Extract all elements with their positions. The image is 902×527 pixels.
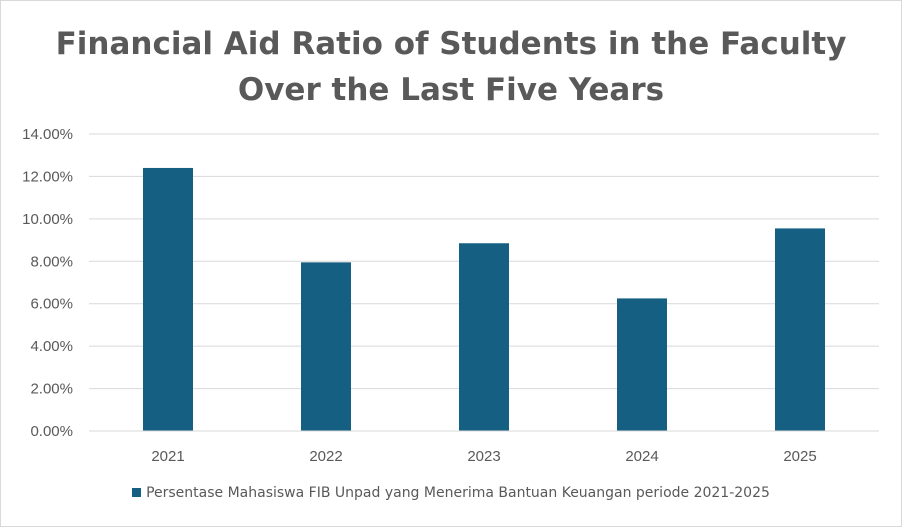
bar-2021: [143, 167, 193, 431]
legend-label: Persentase Mahasiswa FIB Unpad yang Mene…: [146, 485, 770, 501]
chart-title-line-2: Over the Last Five Years: [237, 72, 665, 108]
chart-title-line-1: Financial Aid Ratio of Students in the F…: [55, 26, 847, 62]
bar-2022: [301, 262, 351, 431]
y-tick-label: 2.00%: [30, 381, 73, 398]
y-tick-label: 0.00%: [30, 423, 73, 440]
x-tick-label: 2025: [783, 448, 816, 465]
y-tick-label: 14.00%: [22, 126, 73, 143]
x-tick-label: 2022: [309, 448, 342, 465]
x-tick-label: 2021: [151, 448, 184, 465]
y-tick-label: 6.00%: [30, 296, 73, 313]
legend-swatch: [132, 488, 142, 497]
y-tick-label: 8.00%: [30, 253, 73, 270]
y-tick-label: 4.00%: [30, 338, 73, 355]
bar-2023: [459, 243, 509, 431]
x-tick-label: 2024: [625, 448, 658, 465]
bar-2025: [775, 228, 825, 431]
legend: Persentase Mahasiswa FIB Unpad yang Mene…: [1, 485, 901, 501]
bar-2024: [617, 298, 667, 431]
y-tick-label: 10.00%: [22, 211, 73, 228]
x-tick-label: 2023: [467, 448, 500, 465]
y-tick-label: 12.00%: [22, 168, 73, 185]
chart-title: Financial Aid Ratio of Students in the F…: [1, 21, 901, 113]
